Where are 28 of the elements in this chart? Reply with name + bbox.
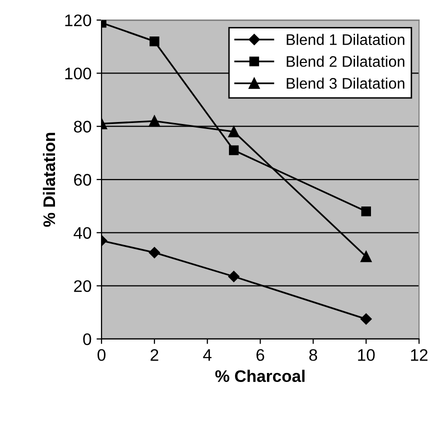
x-tick-label: 2	[150, 349, 158, 361]
point	[360, 251, 372, 262]
legend-label: Blend 1 Dilatation	[286, 34, 404, 46]
x-tick-label: 4	[203, 349, 212, 361]
x-tick-label: 0	[98, 349, 106, 361]
y-tick-label: 100	[65, 68, 92, 80]
x-tick-label: 6	[256, 349, 264, 361]
point	[228, 145, 239, 156]
point	[148, 115, 160, 127]
y-tick-label: 120	[65, 14, 92, 26]
y-axis-title: % Dilatation	[42, 132, 56, 227]
y-tick-label: 20	[74, 280, 92, 292]
x-tick-label: 8	[309, 349, 318, 361]
point	[150, 36, 160, 46]
x-tick-label: 12	[411, 349, 428, 361]
point	[361, 206, 371, 216]
point	[228, 126, 240, 138]
y-tick-label: 40	[74, 227, 92, 239]
y-tick-label: 80	[74, 120, 92, 133]
point	[228, 270, 240, 282]
point	[148, 246, 160, 258]
x-tick-label: 10	[358, 349, 375, 361]
legend-label: Blend 3 Dilatation	[286, 78, 404, 89]
x-axis-title: % Charcoal	[215, 370, 304, 382]
y-tick-label: 60	[74, 174, 92, 186]
legend-label: Blend 2 Dilatation	[286, 56, 404, 67]
y-tick-label: 0	[83, 333, 92, 346]
point	[360, 313, 372, 325]
